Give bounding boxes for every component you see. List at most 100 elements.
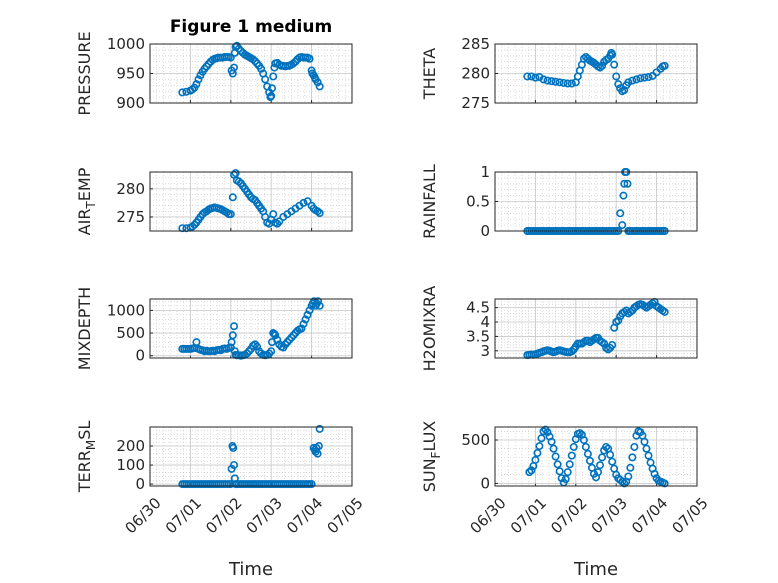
data-point — [231, 169, 240, 178]
data-point — [628, 453, 637, 462]
data-point — [569, 442, 578, 451]
data-point — [299, 198, 308, 207]
data-point — [640, 437, 649, 446]
subplot-2: 275 280 285 THETA — [420, 35, 698, 112]
data-point — [535, 442, 544, 451]
data-point — [301, 315, 310, 324]
data-point — [567, 347, 576, 356]
y-axis-label: RAINFALL — [420, 164, 439, 239]
data-point — [297, 324, 306, 333]
data-point — [608, 50, 617, 59]
data-point — [188, 222, 197, 231]
data-point — [602, 442, 611, 451]
data-point — [549, 444, 558, 453]
data-point — [614, 316, 623, 325]
data-point — [271, 331, 280, 340]
y-axis-label: TERRMSL — [75, 421, 98, 494]
data-point — [531, 455, 540, 464]
x-tick-label: 07/04 — [628, 494, 671, 537]
data-point — [618, 477, 627, 486]
y-tick-label: 0 — [480, 474, 490, 492]
data-point — [660, 307, 669, 316]
x-tick-label: 07/05 — [323, 494, 366, 537]
data-point — [267, 347, 276, 356]
data-point — [539, 75, 548, 84]
data-point — [626, 463, 635, 472]
y-tick-label: 1000 — [107, 35, 145, 53]
data-point — [565, 460, 574, 469]
data-point — [555, 467, 564, 476]
data-point — [230, 347, 239, 356]
data-point — [234, 177, 243, 186]
plot-area — [150, 427, 352, 486]
data-point — [608, 457, 617, 466]
y-tick-label: 500 — [461, 431, 490, 449]
data-point — [313, 78, 322, 87]
data-point — [192, 80, 201, 89]
data-point — [624, 472, 633, 481]
data-point — [594, 468, 603, 477]
data-point — [553, 460, 562, 469]
data-point — [559, 78, 568, 87]
data-point — [624, 78, 633, 87]
y-axis-label: PRESSURE — [75, 31, 94, 115]
data-point — [612, 72, 621, 81]
data-point — [632, 75, 641, 84]
data-point — [620, 86, 629, 95]
data-point — [644, 451, 653, 460]
subplot-1: 900 950 1000 PRESSURE — [75, 31, 353, 116]
x-tick-label: 06/30 — [466, 494, 509, 537]
data-point — [257, 64, 266, 73]
data-point — [314, 442, 323, 451]
data-point — [303, 197, 312, 206]
y-tick-label: 275 — [116, 208, 145, 226]
data-point — [557, 474, 566, 483]
data-point — [660, 61, 669, 70]
axes-box — [149, 298, 353, 359]
y-axis-label: AIRTEMP — [75, 167, 98, 235]
subplot-5: 0 500 1000 MIXDEPTH — [75, 287, 353, 370]
data-point — [307, 480, 316, 489]
data-point — [575, 429, 584, 438]
y-tick-label: 275 — [461, 94, 490, 112]
y-tick-label: 950 — [116, 65, 145, 83]
data-point — [619, 191, 628, 200]
y-tick-label: 4.5 — [466, 299, 490, 317]
x-tick-label: 07/04 — [283, 494, 326, 537]
data-point — [527, 72, 536, 81]
figure-title: Figure 1 medium — [170, 17, 332, 37]
data-point — [547, 77, 556, 86]
subplot-4: 0 0.5 1 RAINFALL — [420, 163, 698, 240]
data-point — [314, 297, 323, 306]
data-point — [230, 63, 239, 72]
data-point — [636, 74, 645, 83]
y-axis-label: H2OMIXRA — [420, 286, 439, 372]
y-tick-label: 3 — [480, 342, 490, 360]
y-tick-label: 0 — [135, 347, 145, 365]
data-point — [289, 59, 298, 68]
data-point — [555, 78, 564, 87]
data-point — [563, 468, 572, 477]
x-tick-label: 07/01 — [162, 494, 205, 537]
data-point — [188, 85, 197, 94]
data-point — [660, 479, 669, 488]
data-point — [249, 55, 258, 64]
data-point — [313, 207, 322, 216]
data-point — [539, 427, 548, 436]
data-point — [640, 73, 649, 82]
data-point — [543, 76, 552, 85]
data-point — [192, 338, 201, 347]
x-tick-label: 07/03 — [588, 494, 631, 537]
data-point — [268, 84, 277, 93]
data-point — [230, 461, 239, 470]
data-point — [253, 342, 262, 351]
x-tick-label: 07/05 — [668, 494, 711, 537]
x-axis-label-right: Time — [573, 559, 618, 580]
x-tick-label: 07/02 — [547, 494, 590, 537]
x-axis-label-left: Time — [228, 559, 273, 580]
y-tick-label: 0 — [135, 475, 145, 493]
data-point — [531, 73, 540, 82]
data-point — [628, 76, 637, 85]
